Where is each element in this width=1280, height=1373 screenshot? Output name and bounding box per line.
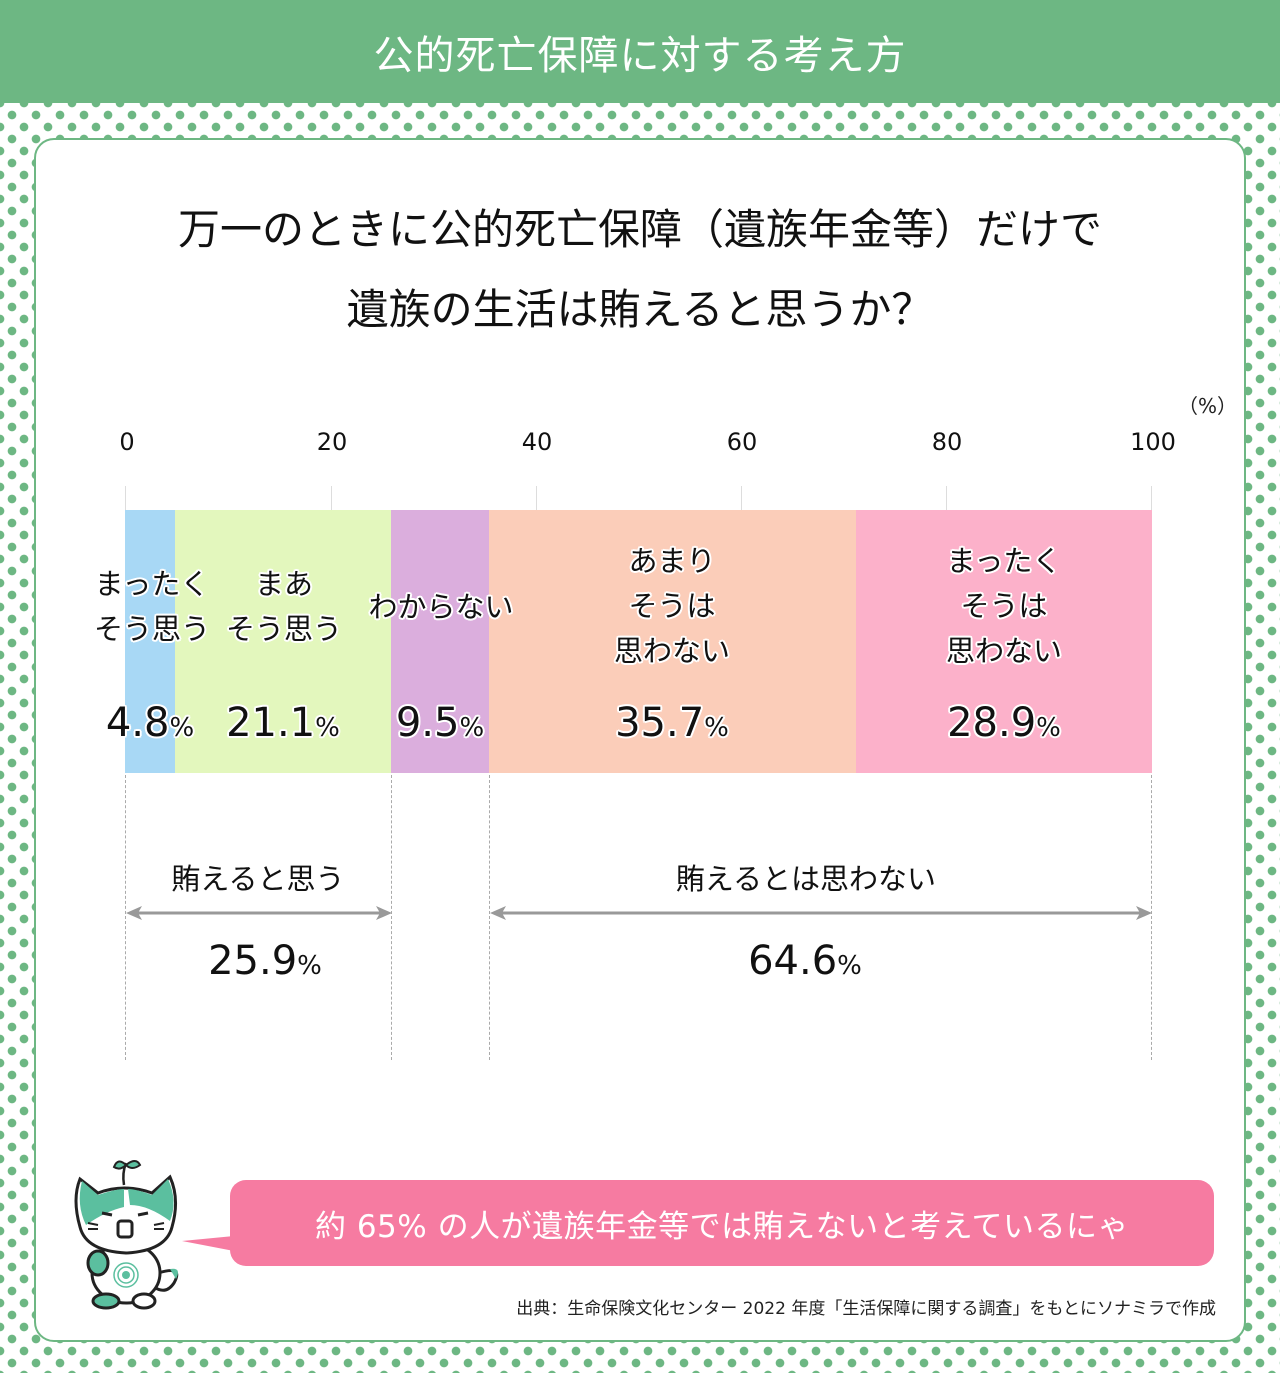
header-title: 公的死亡保障に対する考え方: [373, 32, 907, 79]
segment-value-dont-know: 9.5%: [395, 700, 485, 746]
group-value-agree: 25.9%: [208, 938, 322, 984]
question-line-2: 遺族の生活は賄えると思うか？: [346, 285, 934, 334]
callout-bubble: 約 65% の人が遺族年金等では賄えないと考えているにゃ: [230, 1180, 1214, 1266]
question-title: 万一のときに公的死亡保障（遺族年金等）だけで 遺族の生活は賄えると思うか？: [0, 190, 1280, 350]
callout-text: 約 65% の人が遺族年金等では賄えないと考えているにゃ: [314, 1208, 1130, 1245]
segment-value-somewhat-agree: 21.1%: [226, 700, 340, 746]
segment-value-strongly-agree: 4.8%: [105, 700, 195, 746]
axis-tick-0: 0: [119, 428, 135, 456]
bar-segment-somewhat-disagree: [489, 510, 856, 773]
gridline-40: [536, 486, 537, 510]
callout-tail: [182, 1236, 234, 1251]
double-arrow-icon: [490, 906, 1152, 920]
source-citation: 出典：生命保険文化センター 2022 年度「生活保障に関する調査」をもとにソナミ…: [516, 1299, 1216, 1319]
double-arrow-icon: [126, 906, 392, 920]
axis-tick-80: 80: [931, 428, 963, 456]
segment-label-dont-know: わからない: [368, 590, 514, 624]
axis-tick-60: 60: [726, 428, 758, 456]
gridline-80: [946, 486, 947, 510]
group-label-agree: 賄えると思う: [171, 862, 345, 896]
axis-tick-100: 100: [1130, 428, 1176, 456]
guide-line: [489, 775, 490, 1060]
axis-unit-label: （%）: [1178, 394, 1238, 418]
stacked-bar: [125, 510, 1152, 773]
gridline-100: [1151, 486, 1152, 510]
segment-label-somewhat-disagree: あまり そうは 思わない: [613, 544, 731, 668]
axis-tick-40: 40: [521, 428, 553, 456]
header-banner: 公的死亡保障に対する考え方: [0, 0, 1280, 103]
gridline-60: [741, 486, 742, 510]
segment-label-strongly-agree: まったく そう思う: [93, 567, 211, 646]
segment-label-strongly-disagree: まったく そうは 思わない: [945, 544, 1063, 668]
guide-line: [125, 775, 126, 1060]
gridline-20: [331, 486, 332, 510]
group-label-disagree: 賄えるとは思わない: [675, 862, 937, 896]
segment-value-somewhat-disagree: 35.7%: [615, 700, 729, 746]
bar-segment-somewhat-agree: [175, 510, 391, 773]
bar-segment-dont-know: [391, 510, 489, 773]
segment-value-strongly-disagree: 28.9%: [947, 700, 1061, 746]
bar-segment-strongly-disagree: [856, 510, 1152, 773]
guide-line: [391, 775, 392, 1060]
axis-tick-20: 20: [316, 428, 348, 456]
cat-mascot-icon: [66, 1155, 191, 1315]
bar-segment-strongly-agree: [125, 510, 175, 773]
question-line-1: 万一のときに公的死亡保障（遺族年金等）だけで: [177, 205, 1102, 254]
segment-label-somewhat-agree: まあ そう思う: [225, 567, 343, 646]
guide-line: [1151, 775, 1152, 1060]
group-value-disagree: 64.6%: [748, 938, 862, 984]
gridline-0: [125, 486, 126, 510]
